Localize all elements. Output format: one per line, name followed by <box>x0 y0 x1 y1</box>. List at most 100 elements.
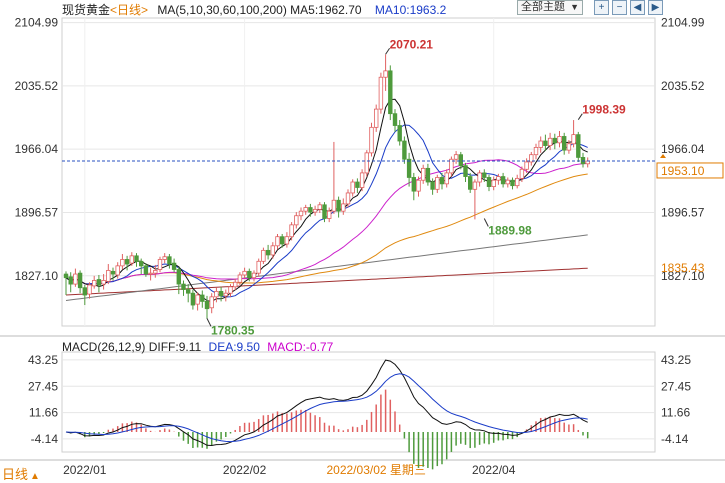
y-tick-left-label: 1896.57 <box>15 205 59 219</box>
candle-body <box>547 137 553 146</box>
candle-body <box>341 203 346 212</box>
macd-y-tick-left-label: -4.14 <box>31 432 59 446</box>
candle-body <box>392 113 398 126</box>
candle-body <box>538 140 543 148</box>
candle-body <box>482 172 487 178</box>
candle-body <box>345 192 351 205</box>
candle-body <box>153 270 158 274</box>
candle-body <box>406 158 412 178</box>
candle-body <box>185 289 191 294</box>
y-tick-right-label: 1827.10 <box>661 269 705 283</box>
candle-body <box>355 181 360 188</box>
candle-body <box>557 136 562 144</box>
current-price-arrow <box>660 153 666 158</box>
ma10-value: MA10:1963.2 <box>374 3 447 17</box>
candle-body <box>524 161 529 170</box>
candle-body <box>331 199 337 212</box>
candle-body <box>261 249 266 262</box>
candle-body <box>435 177 440 190</box>
candle-body <box>218 290 224 297</box>
macd-y-tick-right-label: -4.14 <box>661 432 689 446</box>
candle-body <box>303 207 308 212</box>
crosshair-date-label: 2022/03/02 星期三 <box>326 463 425 477</box>
ma100-line <box>65 234 588 301</box>
candle-body <box>552 137 557 144</box>
candle-body <box>294 215 299 226</box>
macd-y-tick-right-label: 27.45 <box>661 379 691 393</box>
period-label[interactable]: <日线> <box>110 3 149 17</box>
macd-params-label: MACD(26,12,9) <box>62 340 146 354</box>
candle-body <box>298 210 304 217</box>
candle-body <box>176 269 181 285</box>
candle-body <box>453 154 459 160</box>
candle-body <box>77 272 83 289</box>
macd-dea-value: DEA:9.50 <box>208 340 260 354</box>
y-tick-left-label: 2104.99 <box>15 16 59 30</box>
zoom-out-icon[interactable]: − <box>612 0 627 15</box>
period-tab-label: 日线 <box>2 467 29 482</box>
candle-body <box>251 272 257 279</box>
x-tick-label: 2022/01 <box>63 463 107 477</box>
candle-body <box>444 172 449 185</box>
candle-body <box>317 204 322 210</box>
y-tick-right-label: 2035.52 <box>661 79 705 93</box>
candle-body <box>543 140 548 146</box>
candle-body <box>129 255 134 264</box>
candle-body <box>200 294 205 302</box>
ma-params-label: MA(5,10,30,60,100,200) <box>157 3 287 17</box>
candle-body <box>364 152 369 174</box>
candle-body <box>467 176 473 190</box>
chevron-right-icon[interactable]: ▶ <box>648 0 663 15</box>
zoom-in-icon[interactable]: + <box>594 0 609 15</box>
candle-body <box>472 181 478 190</box>
candle-body <box>134 255 139 262</box>
candle-body <box>439 177 445 185</box>
macd-dea-line <box>65 373 588 443</box>
candle-body <box>138 260 144 267</box>
candle-body <box>463 165 468 177</box>
theme-select[interactable]: 全部主题 ▼ <box>517 0 583 15</box>
macd-y-tick-left-label: 11.66 <box>29 406 58 420</box>
candle-body <box>411 177 416 192</box>
candle-body <box>110 270 116 275</box>
chevron-down-icon: ▼ <box>570 2 579 12</box>
candle-body <box>515 177 520 187</box>
candle-body <box>562 136 567 151</box>
candle-body <box>585 160 590 165</box>
macd-diff-value: DIFF:9.11 <box>148 340 202 354</box>
period-tab[interactable]: 日线 ▲ <box>2 464 40 483</box>
candle-body <box>402 140 407 160</box>
candle-body <box>124 259 130 265</box>
candle-body <box>312 208 318 213</box>
chart-header: 现货黄金<日线> MA(5,10,30,60,100,200) MA5:1962… <box>62 1 446 18</box>
candle-body <box>359 172 365 188</box>
y-tick-left-label: 1966.04 <box>15 142 59 156</box>
macd-macd-value: MACD:-0.77 <box>267 340 334 354</box>
candle-body <box>458 154 463 167</box>
current-price-label: 1953.10 <box>661 164 705 178</box>
candle-body <box>566 143 572 151</box>
ma200-line <box>65 267 588 296</box>
candle-body <box>373 108 379 128</box>
ma5-value: MA5:1962.70 <box>290 3 362 17</box>
candle-body <box>92 280 97 287</box>
candle-body <box>308 207 313 213</box>
y-tick-right-label: 1966.04 <box>661 142 705 156</box>
ma30-line <box>65 159 588 285</box>
candle-body <box>388 70 393 115</box>
macd-panel-frame <box>61 351 656 453</box>
chevron-left-icon[interactable]: ◀ <box>630 0 645 15</box>
candle-body <box>383 70 388 78</box>
x-tick-label: 2022/04 <box>472 463 516 477</box>
candle-body <box>571 134 576 145</box>
macd-y-tick-left-label: 43.25 <box>28 353 58 367</box>
candle-body <box>576 134 581 158</box>
high-annotation-label: 2070.21 <box>390 37 434 51</box>
low-annotation-label: 1889.98 <box>488 223 532 237</box>
candle-body <box>275 236 280 247</box>
candle-body <box>96 279 102 286</box>
candle-body <box>270 245 275 256</box>
candle-body <box>209 296 214 309</box>
candle-body <box>289 224 294 238</box>
